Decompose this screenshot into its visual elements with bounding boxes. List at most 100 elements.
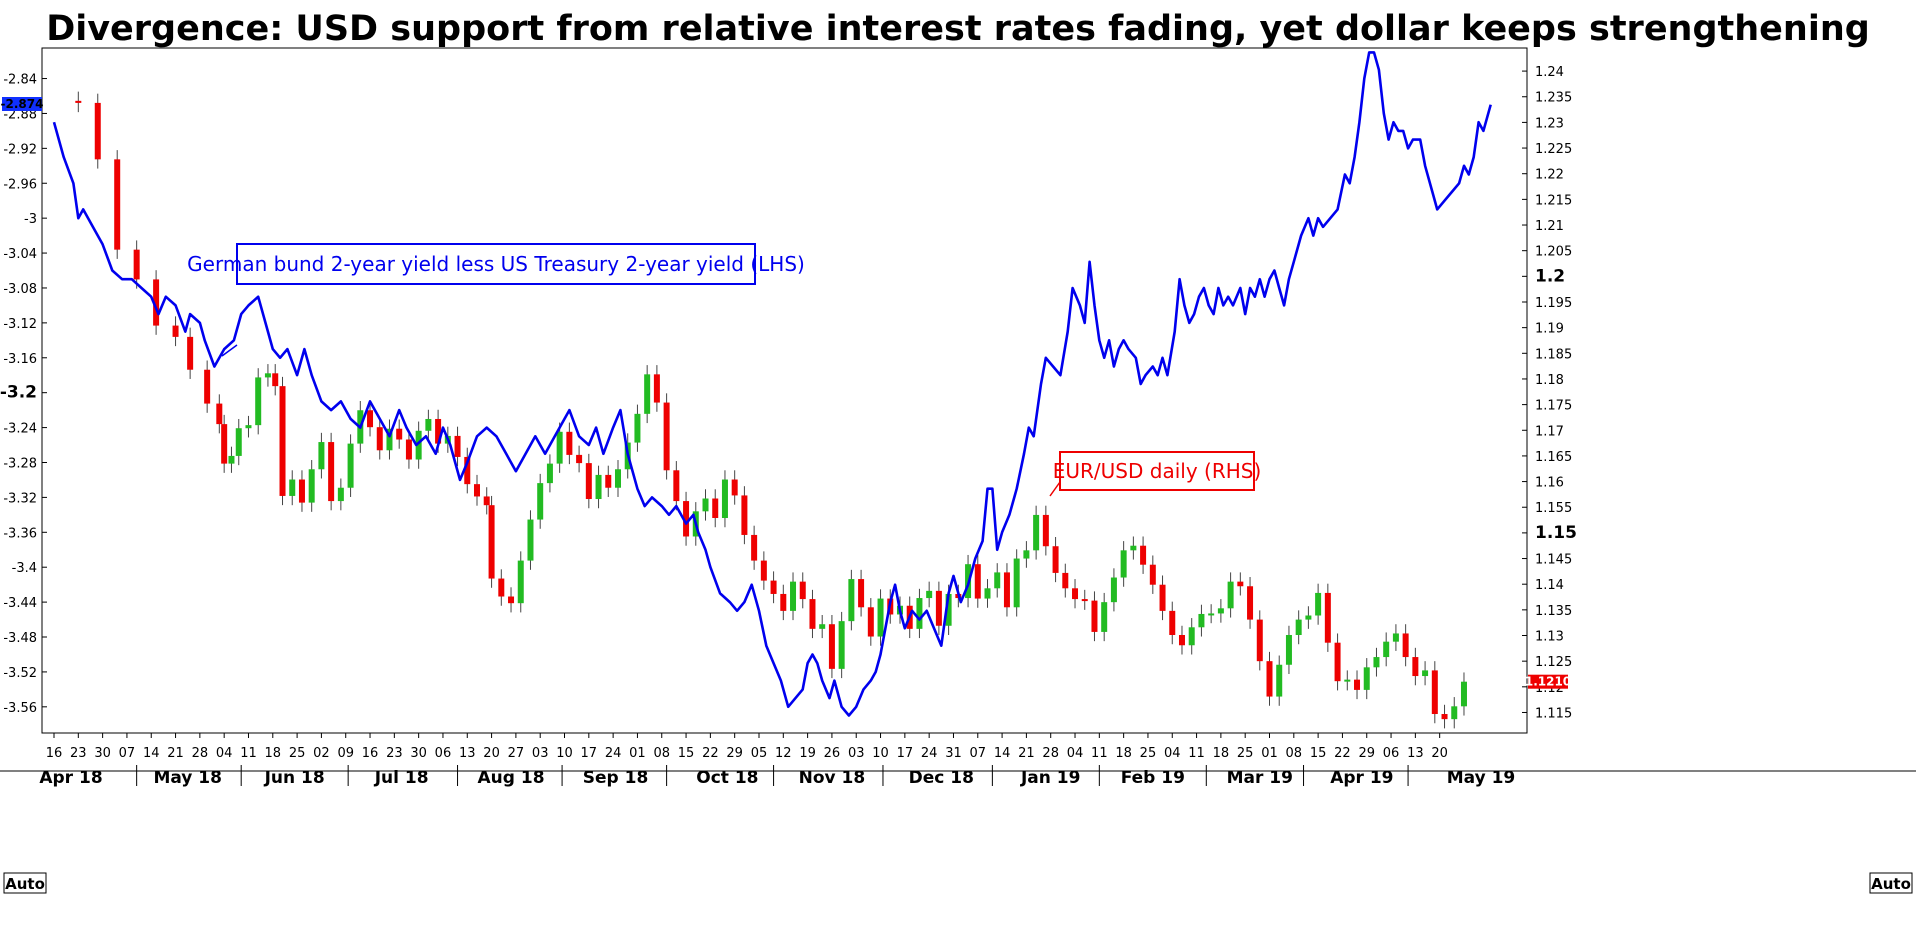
spread-line <box>52 51 1492 717</box>
x-day-label: 11 <box>1188 746 1205 761</box>
candle-body <box>1140 545 1147 565</box>
x-day-label: 25 <box>289 746 306 761</box>
candle-body <box>945 593 952 626</box>
left-tick-label: -2.96 <box>3 177 37 192</box>
x-day-label: 27 <box>508 746 525 761</box>
candle-body <box>483 496 490 506</box>
x-day-label: 15 <box>678 746 695 761</box>
x-day-label: 30 <box>94 746 111 761</box>
candle-body <box>595 474 602 500</box>
x-day-label: 23 <box>386 746 403 761</box>
candle-body <box>1178 634 1185 646</box>
x-day-label: 31 <box>945 746 962 761</box>
candle-body <box>114 159 121 250</box>
left-tick-label: -3 <box>24 212 37 227</box>
x-day-label: 16 <box>362 746 379 761</box>
x-month-label: Mar 19 <box>1227 768 1293 788</box>
candle-body <box>1033 514 1040 551</box>
candle-body <box>1285 634 1292 665</box>
candle-body <box>566 431 573 455</box>
candle-body <box>867 607 874 637</box>
candle-body <box>935 590 942 626</box>
chart-title: Divergence: USD support from relative in… <box>46 9 1870 49</box>
candle-body <box>1402 633 1409 658</box>
candle-body <box>809 599 816 629</box>
right-tick-label: 1.18 <box>1535 373 1564 388</box>
left-tick-label: -3.48 <box>3 631 37 646</box>
x-day-label: 11 <box>1091 746 1108 761</box>
x-day-label: 23 <box>70 746 87 761</box>
candle-body <box>464 456 471 485</box>
x-day-label: 03 <box>532 746 549 761</box>
left-tick-label: -3.16 <box>3 352 37 367</box>
candle-body <box>1052 546 1059 573</box>
candle-body <box>1383 641 1390 658</box>
candle-body <box>488 505 495 579</box>
x-day-label: 21 <box>167 746 184 761</box>
candle-body <box>94 102 101 160</box>
candle-body <box>337 487 344 502</box>
candle-body <box>204 369 211 404</box>
spread-callout-pointer <box>221 344 238 357</box>
x-day-label: 18 <box>265 746 282 761</box>
candle-body <box>1227 581 1234 609</box>
right-tick-label: 1.225 <box>1535 142 1572 157</box>
right-tick-label: 1.15 <box>1535 523 1577 543</box>
eurusd-callout-pointer <box>1049 481 1061 497</box>
candle-body <box>1460 681 1467 707</box>
x-axis: 16 23 30 07 14 21 28 04 11 18 25 02 09 16 23 30 06 13 20 27… <box>39 733 1515 788</box>
x-day-label: 02 <box>313 746 330 761</box>
x-month-label: Apr 19 <box>1330 768 1393 788</box>
x-day-label: 22 <box>702 746 719 761</box>
x-day-label: 04 <box>1164 746 1181 761</box>
left-tick-label: -3.52 <box>3 666 37 681</box>
candle-body <box>741 495 748 535</box>
candle-body <box>1208 613 1215 616</box>
x-day-label: 04 <box>1067 746 1084 761</box>
candle-body <box>255 377 262 426</box>
candle-body <box>858 579 865 608</box>
x-day-label: 07 <box>970 746 987 761</box>
eurusd-candles <box>75 91 1467 729</box>
candle-body <box>1324 592 1331 643</box>
candle-body <box>517 560 524 604</box>
right-tick-label: 1.175 <box>1535 399 1572 414</box>
x-day-label: 25 <box>1140 746 1157 761</box>
x-month-label: Jul 18 <box>374 768 429 788</box>
candle-body <box>877 598 884 637</box>
candle-body <box>425 418 432 431</box>
candle-body <box>1198 613 1205 628</box>
candle-body <box>614 469 621 488</box>
x-day-label: 13 <box>1407 746 1424 761</box>
left-tick-label: -3.28 <box>3 456 37 471</box>
x-day-label: 01 <box>1261 746 1278 761</box>
x-day-label: 22 <box>1334 746 1351 761</box>
left-tick-label: -3.56 <box>3 701 37 716</box>
candle-body <box>1072 588 1079 600</box>
candle-body <box>605 474 612 488</box>
candle-body <box>546 463 553 484</box>
candle-body <box>328 442 335 502</box>
eurusd-callout-text: EUR/USD daily (RHS) <box>1053 459 1262 483</box>
candle-body <box>1266 661 1273 697</box>
annotations: German bund 2-year yield less US Treasur… <box>187 243 1262 497</box>
right-tick-label: 1.16 <box>1535 476 1564 491</box>
candle-body <box>1110 577 1117 603</box>
right-tick-label: 1.21 <box>1535 219 1564 234</box>
candle-body <box>1315 592 1322 616</box>
candle-body <box>683 501 690 537</box>
right-axis: 1.1151.121.1251.131.1351.141.1451.151.15… <box>1522 65 1913 894</box>
candle-body <box>228 455 235 464</box>
candle-body <box>663 402 670 471</box>
left-auto-box <box>3 872 47 894</box>
candle-body <box>1412 657 1419 677</box>
candle-body <box>1101 602 1108 632</box>
right-tick-label: 1.135 <box>1535 604 1572 619</box>
spread-callout-box <box>236 243 756 285</box>
right-tick-label: 1.215 <box>1535 193 1572 208</box>
left-auto-label: Auto <box>5 875 45 893</box>
left-tick-label: -3.12 <box>3 317 37 332</box>
right-tick-label: 1.22 <box>1535 168 1564 183</box>
x-day-label: 20 <box>483 746 500 761</box>
right-tick-label: 1.17 <box>1535 424 1564 439</box>
